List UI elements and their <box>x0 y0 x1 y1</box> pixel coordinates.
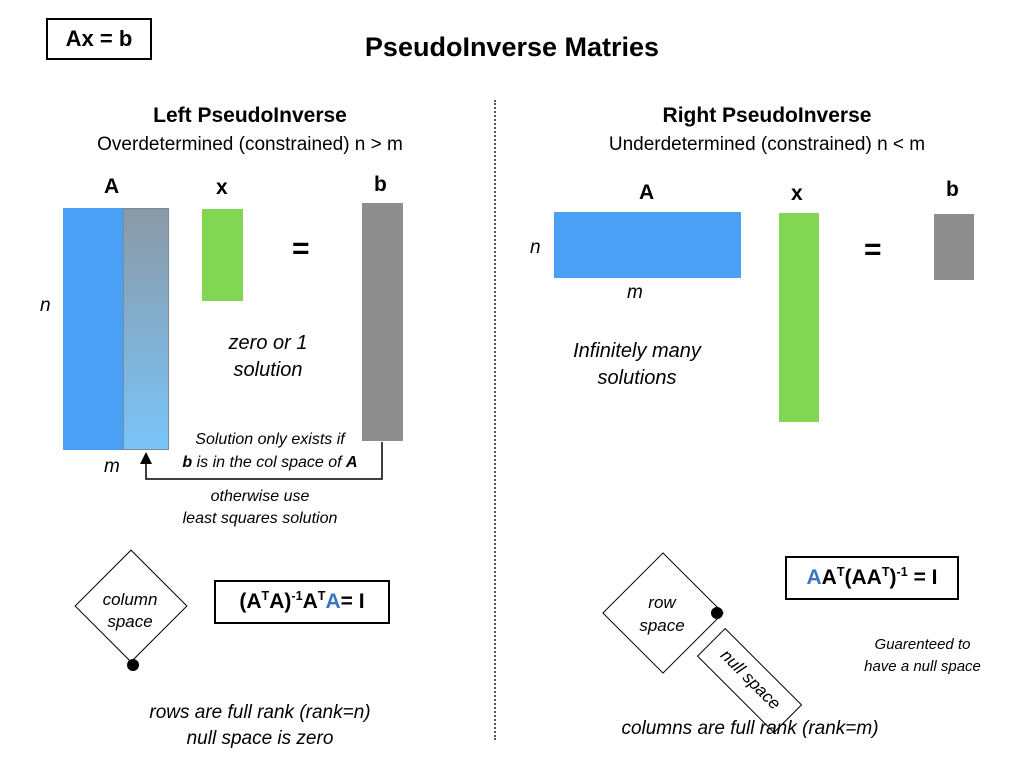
left-matrix-A-column-space <box>123 208 169 450</box>
left-formula-sup2: -1 <box>291 589 303 603</box>
right-formula-sup1: T <box>836 565 845 579</box>
left-formula-end: = I <box>340 590 365 613</box>
left-footer-line1: rows are full rank (rank=n) <box>149 702 371 723</box>
right-diamond-line2: space <box>639 616 685 635</box>
right-formula-sup3: -1 <box>896 565 908 579</box>
left-diamond-line2: space <box>107 612 153 631</box>
right-solution-line2: solutions <box>597 367 677 389</box>
right-row-space-label: row space <box>620 591 704 637</box>
right-label-n: n <box>530 237 541 258</box>
left-vector-x <box>202 209 243 301</box>
right-formula-sup2: T <box>881 565 890 579</box>
left-formula-part3: A <box>302 590 318 613</box>
right-formula-blue: A <box>806 566 822 589</box>
right-guarantee-line1: Guarenteed to <box>874 636 971 653</box>
right-formula-box: AAT(AAT)-1 = I <box>785 556 959 600</box>
left-exists-b: b <box>182 454 193 471</box>
right-formula-end: = I <box>907 566 938 589</box>
right-solution-text: Infinitely many solutions <box>552 338 722 392</box>
right-guarantee-text: Guarenteed to have a null space <box>840 634 1005 678</box>
right-label-b: b <box>946 178 959 201</box>
left-label-x: x <box>216 176 228 199</box>
left-subheading: Overdetermined (constrained) n > m <box>97 134 403 155</box>
left-column-space-label: column space <box>90 589 170 633</box>
right-equals: = <box>864 233 882 266</box>
left-solution-line2: solution <box>233 359 303 381</box>
right-formula: AAT(AAT)-1 = I <box>806 566 937 589</box>
left-footer-line2: null space is zero <box>186 728 334 749</box>
left-formula-part2: A) <box>269 590 292 613</box>
right-label-x: x <box>791 182 803 205</box>
right-vector-x <box>779 213 819 422</box>
left-formula: (ATA)-1ATA= I <box>239 590 364 613</box>
left-formula-sup3: T <box>317 589 326 603</box>
left-otherwise-text: otherwise use least squares solution <box>140 486 380 530</box>
left-label-n: n <box>40 295 51 316</box>
left-label-b: b <box>374 173 387 196</box>
left-exists-A: A <box>346 454 358 471</box>
right-guarantee-line2: have a null space <box>864 658 981 675</box>
page-title: PseudoInverse Matries <box>364 32 660 62</box>
left-label-m: m <box>104 456 120 477</box>
equation-label: Ax = b <box>65 26 133 51</box>
left-matrix-A <box>63 208 123 450</box>
left-exists-text: Solution only exists if b is in the col … <box>150 428 390 474</box>
left-solution-line1: zero or 1 <box>228 332 308 354</box>
right-label-m: m <box>627 282 643 303</box>
right-formula-part1: A <box>821 566 837 589</box>
left-formula-sup1: T <box>261 589 270 603</box>
left-formula-box: (ATA)-1ATA= I <box>214 580 390 624</box>
right-null-space-label: null space <box>716 645 785 714</box>
right-formula-part3: ) <box>889 566 897 589</box>
right-vector-b <box>934 214 974 280</box>
left-solution-text: zero or 1 solution <box>198 330 338 384</box>
left-formula-part1: (A <box>239 590 262 613</box>
left-origin-dot <box>127 659 139 671</box>
left-exists-mid: is in the col space of <box>192 454 347 471</box>
right-heading: Right PseudoInverse <box>662 104 872 127</box>
right-origin-dot <box>711 607 723 619</box>
right-matrix-A <box>554 212 741 278</box>
left-exists-line1: Solution only exists if <box>195 431 345 448</box>
right-solution-line1: Infinitely many <box>573 340 701 362</box>
equation-box: Ax = b <box>46 18 152 60</box>
right-diamond-line1: row <box>648 593 676 612</box>
right-formula-part2: (AA <box>844 566 882 589</box>
right-subheading: Underdetermined (constrained) n < m <box>608 134 926 155</box>
left-otherwise-line2: least squares solution <box>182 510 338 527</box>
left-label-A: A <box>104 175 120 198</box>
left-footer: rows are full rank (rank=n) null space i… <box>60 700 460 752</box>
left-diamond-line1: column <box>102 590 158 609</box>
left-exists-line2: b is in the col space of A <box>150 451 390 474</box>
left-vector-b <box>362 203 403 441</box>
left-connector-arrow <box>140 442 383 480</box>
left-formula-blue: A <box>325 590 341 613</box>
left-heading: Left PseudoInverse <box>153 104 347 127</box>
section-divider <box>494 100 496 740</box>
left-otherwise-line1: otherwise use <box>210 488 310 505</box>
right-footer: columns are full rank (rank=m) <box>621 718 879 739</box>
left-equals: = <box>292 232 310 265</box>
right-label-A: A <box>639 181 655 204</box>
